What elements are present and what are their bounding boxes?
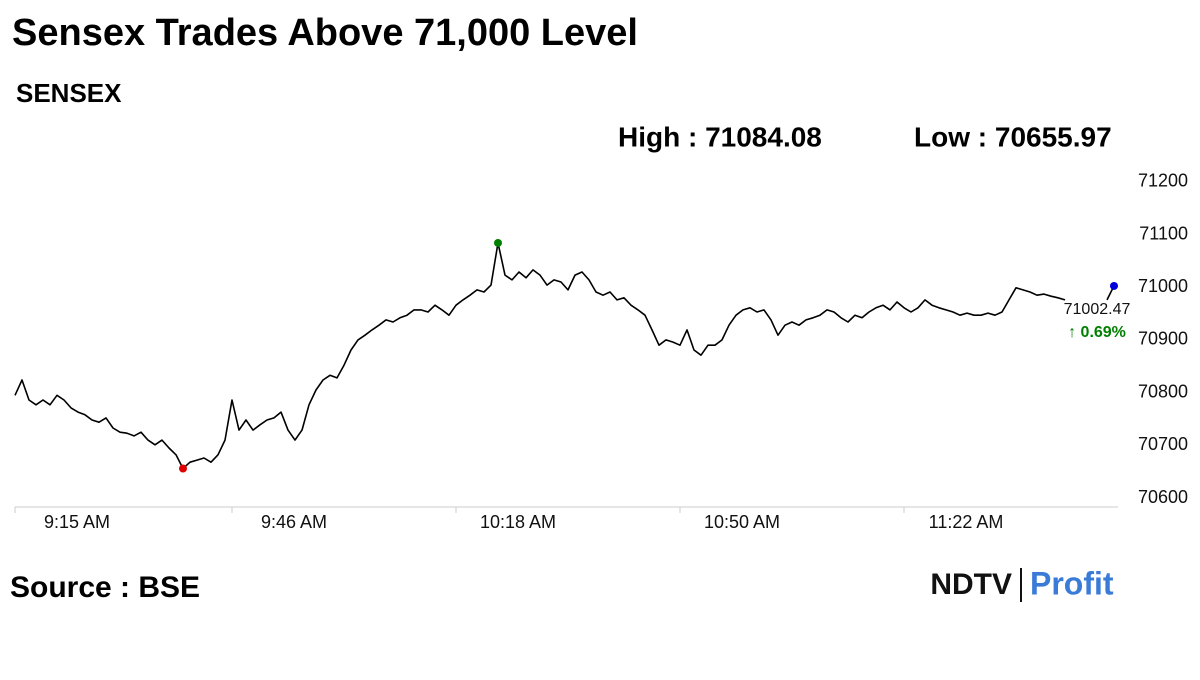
x-tick-label: 9:46 AM <box>261 512 327 532</box>
high-label: High : 71084.08 <box>618 121 822 152</box>
y-tick-label: 70700 <box>1138 434 1188 454</box>
low-label: Low : 70655.97 <box>914 121 1112 152</box>
logo-profit: Profit <box>1030 565 1114 601</box>
y-tick-label: 70800 <box>1138 381 1188 401</box>
subtitle: SENSEX <box>16 78 122 108</box>
logo-ndtv: NDTV <box>930 568 1012 601</box>
y-tick-label: 70600 <box>1138 487 1188 507</box>
high-dot <box>494 238 502 247</box>
x-tick-label: 10:18 AM <box>480 512 556 532</box>
low-dot <box>179 464 187 473</box>
y-tick-label: 71100 <box>1139 223 1188 243</box>
y-tick-label: 71200 <box>1138 171 1188 191</box>
last-value-label: 71002.47 <box>1064 301 1131 318</box>
x-tick-label: 11:22 AM <box>929 512 1004 532</box>
change-label: ↑ 0.69% <box>1068 324 1126 341</box>
chart-title: Sensex Trades Above 71,000 Level <box>12 12 638 54</box>
source: Source : BSE <box>10 571 200 604</box>
last-dot <box>1110 281 1118 290</box>
line <box>14 242 1115 470</box>
y-tick-label: 71000 <box>1138 276 1188 296</box>
x-tick-label: 9:15 AM <box>44 512 110 532</box>
x-tick-label: 10:50 AM <box>704 512 780 532</box>
y-tick-label: 70900 <box>1138 329 1188 349</box>
